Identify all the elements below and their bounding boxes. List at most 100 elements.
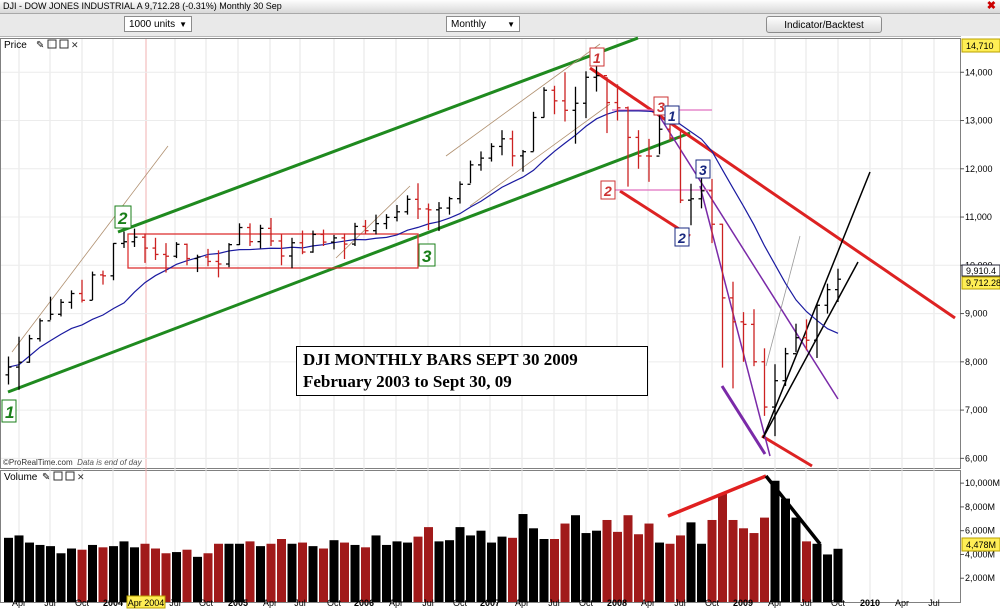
ohlc-bar — [68, 290, 75, 309]
x-tick-label: Jul — [674, 598, 686, 608]
ohlc-bar — [236, 223, 243, 246]
dji-chart[interactable]: 6,0007,0008,0009,00010,00011,00012,00013… — [0, 36, 1000, 610]
volume-bar — [350, 544, 360, 602]
wave-label-text: 2 — [117, 209, 128, 228]
ohlc-bar — [677, 131, 684, 204]
volume-bar — [193, 556, 202, 602]
last-volume-tag-text: 4,478M — [966, 540, 996, 550]
maximize-icon[interactable] — [59, 39, 69, 49]
x-tick-label: Oct — [75, 598, 90, 608]
wrench-icon[interactable]: ✎ — [42, 472, 50, 483]
volume-bar — [550, 539, 559, 602]
x-tick-label: 2007 — [480, 598, 500, 608]
x-tick-label: 2010 — [860, 598, 880, 608]
volume-bar — [224, 543, 234, 602]
ohlc-bar — [782, 347, 789, 386]
toolbar: 1000 units ▼ Monthly ▼ Indicator/Backtest — [0, 14, 1000, 37]
annotation-line-1: DJI MONTHLY BARS SEPT 30 2009 — [303, 350, 578, 369]
indicator-backtest-button[interactable]: Indicator/Backtest — [766, 16, 882, 33]
ohlc-bar — [394, 204, 400, 222]
ohlc-bar — [709, 178, 715, 244]
price-panel-frame — [0, 38, 961, 469]
ohlc-bars — [5, 62, 841, 437]
volume-bar — [613, 531, 622, 602]
volume-bar — [161, 553, 171, 602]
units-select-value: 1000 units — [129, 19, 176, 30]
volume-bar — [287, 543, 297, 602]
volume-bars — [4, 480, 843, 602]
x-cursor-tag — [126, 595, 166, 609]
y-tick-label: 13,000 — [965, 116, 993, 126]
ma-tag — [961, 264, 1000, 277]
ohlc-bar — [688, 183, 694, 226]
volume-bar — [592, 530, 601, 602]
wave-label-text: 1 — [668, 108, 676, 124]
ohlc-bar — [310, 230, 316, 253]
x-tick-label: 2005 — [228, 598, 248, 608]
ohlc-bar — [614, 84, 621, 121]
volume-bar — [403, 542, 412, 602]
ohlc-bar — [289, 237, 295, 269]
last-price-tag — [961, 276, 1000, 290]
ohlc-bar — [373, 214, 379, 235]
units-select[interactable]: 1000 units ▼ — [124, 16, 192, 32]
close-icon[interactable]: ✖ — [986, 0, 996, 12]
volume-bar — [581, 533, 591, 602]
price-panel-label: Price — [4, 40, 27, 51]
x-tick-label: Apr — [895, 598, 909, 608]
volume-bar — [25, 542, 34, 602]
volume-bar — [445, 540, 454, 602]
ohlc-bar — [625, 106, 631, 187]
x-tick-label: Apr — [515, 598, 529, 608]
ohlc-bar — [698, 177, 705, 209]
wave-label-blue-2: 2 — [674, 227, 690, 247]
volume-bar — [739, 528, 748, 602]
maximize-icon[interactable] — [65, 471, 75, 481]
ohlc-bar — [404, 195, 411, 215]
x-tick-label: Jul — [422, 598, 434, 608]
volume-bar — [424, 527, 433, 602]
y-tick-label: 9,000 — [965, 309, 988, 319]
window-icon[interactable] — [53, 471, 63, 481]
ohlc-bar — [278, 234, 285, 266]
volume-bar — [634, 534, 643, 602]
wave-label-blue-3: 3 — [695, 159, 711, 179]
volume-bar — [277, 539, 286, 602]
volume-bar — [266, 543, 276, 602]
ohlc-bar — [835, 268, 841, 302]
y-tick-label: 12,000 — [965, 164, 993, 174]
volume-y-tick-label: 4,000M — [965, 549, 995, 559]
ohlc-bar — [37, 318, 43, 342]
ohlc-bar — [226, 243, 232, 268]
ohlc-bar — [26, 334, 33, 363]
close-panel-icon[interactable]: ✕ — [71, 41, 79, 51]
ohlc-bar — [541, 87, 547, 119]
chevron-down-icon: ▼ — [507, 20, 515, 29]
volume-bar — [151, 548, 160, 602]
volume-bar — [88, 544, 97, 602]
volume-bar — [319, 548, 328, 602]
wrench-icon[interactable]: ✎ — [36, 40, 44, 51]
thin-channel-3 — [445, 43, 601, 157]
ohlc-bar — [47, 296, 54, 322]
wave-label-red-1: 1 — [589, 47, 605, 67]
volume-bar — [802, 541, 811, 602]
volume-bar — [434, 541, 444, 602]
x-tick-label: Oct — [579, 598, 594, 608]
wave-label-red-2: 2 — [600, 180, 616, 200]
ohlc-bar — [131, 228, 138, 247]
close-panel-icon[interactable]: ✕ — [77, 473, 85, 483]
ohlc-bar — [499, 130, 505, 156]
volume-bar — [182, 549, 192, 602]
volume-bar — [413, 536, 423, 602]
volume-bar — [329, 540, 339, 602]
ohlc-bar — [341, 233, 348, 260]
ohlc-bar — [488, 143, 495, 162]
y-tick-label: 11,000 — [965, 212, 992, 222]
y-tick-label: 7,000 — [965, 405, 988, 415]
ohlc-bar — [509, 130, 516, 167]
window-icon[interactable] — [47, 39, 57, 49]
green-channel-lower — [7, 131, 691, 394]
period-select[interactable]: Monthly ▼ — [446, 16, 520, 32]
volume-bar — [781, 498, 790, 602]
